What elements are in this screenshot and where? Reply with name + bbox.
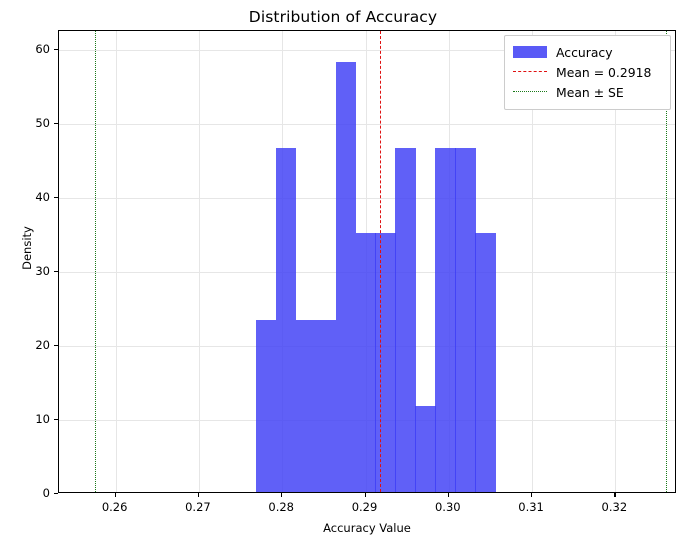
- legend-swatch-dotted: [513, 85, 547, 99]
- y-tick-label: 40: [35, 189, 50, 204]
- y-axis-label: Density: [20, 226, 34, 270]
- x-tick-mark: [447, 493, 449, 497]
- y-tick-label: 30: [35, 263, 50, 278]
- y-tick-label: 10: [35, 411, 50, 426]
- gridline-vertical: [198, 31, 200, 492]
- gridline-vertical: [115, 31, 117, 492]
- y-tick-mark: [54, 418, 58, 421]
- x-tick-label: 0.26: [101, 500, 128, 514]
- histogram-bar: [355, 233, 377, 492]
- mean-line: [380, 31, 382, 492]
- mean-minus-se-line: [94, 31, 96, 492]
- y-tick-mark: [54, 493, 58, 495]
- legend-label: Mean = 0.2918: [556, 64, 652, 80]
- gridline-horizontal: [59, 123, 675, 125]
- y-tick-label: 50: [35, 115, 50, 130]
- gridline-vertical: [532, 31, 534, 492]
- y-tick-mark: [54, 344, 58, 347]
- x-tick-label: 0.27: [185, 500, 211, 514]
- legend-label: Accuracy: [556, 44, 613, 60]
- histogram-bar: [415, 406, 437, 492]
- x-tick-label: 0.29: [351, 500, 378, 514]
- legend-item[interactable]: Accuracy: [513, 42, 662, 62]
- mean-plus-se-line: [666, 31, 668, 492]
- histogram-bar: [315, 320, 337, 492]
- x-tick-mark: [531, 493, 533, 497]
- gridline-horizontal: [59, 49, 675, 51]
- x-tick-label: 0.31: [518, 500, 544, 514]
- chart-title: Distribution of Accuracy: [248, 8, 438, 26]
- histogram-bar: [255, 320, 277, 492]
- gridline-vertical: [615, 31, 617, 492]
- y-tick-label: 0: [42, 486, 50, 500]
- y-tick-mark: [54, 196, 58, 198]
- histogram-bar: [475, 233, 497, 492]
- legend-swatch-dashed: [513, 65, 547, 79]
- y-tick-mark: [54, 122, 58, 124]
- y-tick-label: 60: [35, 41, 50, 56]
- gridline-horizontal: [59, 197, 675, 199]
- x-axis-label: Accuracy Value: [323, 521, 411, 535]
- x-tick-mark: [614, 493, 616, 497]
- x-tick-mark: [197, 493, 200, 497]
- legend: Accuracy Mean = 0.2918 Mean ± SE: [504, 35, 671, 110]
- y-tick-label: 20: [35, 337, 50, 352]
- x-tick-mark: [281, 493, 283, 497]
- x-tick-mark: [114, 493, 116, 497]
- histogram-bar: [455, 147, 477, 492]
- x-tick-label: 0.32: [601, 500, 628, 514]
- x-tick-mark: [364, 493, 366, 497]
- legend-swatch-patch: [513, 46, 547, 58]
- histogram-bar: [295, 320, 317, 492]
- y-tick-mark: [54, 48, 58, 50]
- legend-item[interactable]: Mean = 0.2918: [513, 62, 662, 82]
- histogram-bar: [275, 147, 297, 492]
- histogram-bar: [335, 61, 357, 492]
- y-tick-mark: [54, 270, 58, 272]
- histogram-bar: [375, 233, 397, 492]
- legend-label: Mean ± SE: [556, 84, 624, 100]
- histogram-bar: [395, 147, 417, 492]
- histogram-bar: [435, 147, 457, 492]
- x-tick-label: 0.28: [268, 500, 294, 514]
- legend-item[interactable]: Mean ± SE: [513, 82, 662, 102]
- x-tick-label: 0.30: [434, 500, 461, 514]
